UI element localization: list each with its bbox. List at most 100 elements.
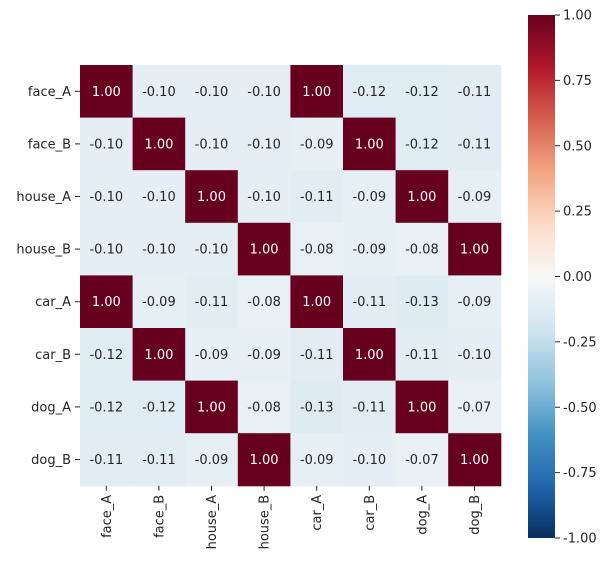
- cell-value-label: -0.10: [458, 348, 492, 363]
- cell-value-label: -0.09: [195, 453, 229, 468]
- cell-value-label: -0.12: [352, 85, 386, 100]
- cell-value-label: -0.09: [300, 137, 334, 152]
- cell-value-label: -0.09: [247, 348, 281, 363]
- heatmap-cell: [80, 222, 134, 276]
- cell-value-label: -0.10: [142, 243, 176, 258]
- cell-value-label: -0.10: [247, 137, 281, 152]
- heatmap-cell: [290, 65, 344, 119]
- cell-value-label: -0.11: [89, 453, 123, 468]
- heatmap-cell: [343, 222, 397, 276]
- heatmap-cell: [448, 222, 502, 276]
- heatmap-cell: [185, 433, 239, 487]
- heatmap-cell: [448, 380, 502, 434]
- colorbar-tick-label: -0.75: [563, 466, 597, 481]
- heatmap-cell: [290, 170, 344, 224]
- heatmap-cell: [290, 380, 344, 434]
- heatmap-cell: [395, 328, 449, 382]
- cell-value-label: 1.00: [92, 295, 121, 310]
- colorbar-tick-label: 0.25: [563, 205, 592, 220]
- heatmap-cell: [395, 222, 449, 276]
- heatmap-cell: [343, 275, 397, 329]
- y-tick-label: house_A: [16, 190, 71, 205]
- heatmap-cell: [132, 117, 186, 171]
- cell-value-label: 1.00: [302, 85, 331, 100]
- x-tick-label: car_A: [310, 495, 325, 531]
- colorbar-tick-label: -0.25: [563, 335, 597, 350]
- x-tick-label: car_B: [363, 495, 378, 531]
- cell-value-label: -0.08: [300, 243, 334, 258]
- heatmap-cell: [185, 328, 239, 382]
- heatmap-cell: [185, 117, 239, 171]
- cell-value-label: -0.08: [247, 295, 281, 310]
- x-tick-label: face_A: [100, 495, 115, 538]
- cell-value-label: 1.00: [302, 295, 331, 310]
- cell-value-label: -0.08: [405, 243, 439, 258]
- heatmap-cell: [343, 433, 397, 487]
- cell-value-label: -0.10: [352, 453, 386, 468]
- heatmap-cell: [132, 328, 186, 382]
- heatmap-cell: [237, 170, 291, 224]
- heatmap-cell: [80, 65, 134, 119]
- heatmap-cell: [343, 328, 397, 382]
- cell-value-label: -0.12: [405, 137, 439, 152]
- colorbar-tick-label: 0.75: [563, 74, 592, 89]
- cell-value-label: -0.10: [195, 137, 229, 152]
- heatmap-cell: [448, 117, 502, 171]
- heatmap-cell: [290, 222, 344, 276]
- heatmap-cell: [290, 275, 344, 329]
- heatmap-cell: [80, 380, 134, 434]
- cell-value-label: -0.10: [142, 190, 176, 205]
- cell-value-label: -0.13: [405, 295, 439, 310]
- heatmap-cell: [237, 65, 291, 119]
- heatmap-cell: [80, 117, 134, 171]
- heatmap-cell: [185, 170, 239, 224]
- heatmap-cell: [395, 170, 449, 224]
- cell-value-label: -0.12: [142, 400, 176, 415]
- cell-value-label: -0.07: [405, 453, 439, 468]
- heatmap-cell: [448, 275, 502, 329]
- y-tick-label: dog_A: [31, 400, 71, 415]
- cell-value-label: -0.10: [89, 190, 123, 205]
- cell-value-label: 1.00: [250, 243, 279, 258]
- heatmap-cell: [290, 433, 344, 487]
- heatmap-cell: [237, 433, 291, 487]
- heatmap-cell: [448, 328, 502, 382]
- cell-value-label: -0.12: [89, 400, 123, 415]
- cell-value-label: -0.09: [142, 295, 176, 310]
- cell-value-label: -0.11: [352, 400, 386, 415]
- heatmap-cell: [80, 170, 134, 224]
- colorbar-gradient: [528, 15, 555, 538]
- x-tick-label: face_B: [152, 495, 167, 538]
- heatmap-cell: [395, 275, 449, 329]
- heatmap-cell: [395, 433, 449, 487]
- row-labels: face_A face_B house_A house_B car_A car_B dog_…: [16, 85, 80, 468]
- cell-value-label: -0.10: [247, 85, 281, 100]
- cell-value-label: 1.00: [144, 348, 173, 363]
- cell-value-label: -0.09: [458, 295, 492, 310]
- cell-value-label: -0.09: [352, 243, 386, 258]
- heatmap-cell: [343, 117, 397, 171]
- heatmap-cell: [132, 275, 186, 329]
- heatmap-cell: [237, 275, 291, 329]
- cell-value-label: -0.10: [89, 243, 123, 258]
- heatmap-cell: [448, 433, 502, 487]
- heatmap-cell: [290, 117, 344, 171]
- cell-value-label: 1.00: [250, 453, 279, 468]
- colorbar-tick-label: 1.00: [563, 9, 592, 24]
- colorbar: 1.00 0.75 0.50 0.25 0.00 -0.25 -0.50 -0.75 -1.00: [528, 9, 597, 547]
- cell-value-label: -0.11: [300, 190, 334, 205]
- cell-value-label: -0.10: [142, 85, 176, 100]
- heatmap-cell: [132, 380, 186, 434]
- cell-value-label: -0.11: [458, 85, 492, 100]
- heatmap-cell: [185, 275, 239, 329]
- cell-value-label: 1.00: [460, 243, 489, 258]
- heatmap-cell: [237, 222, 291, 276]
- cell-value-label: -0.07: [458, 400, 492, 415]
- heatmap-cell: [343, 65, 397, 119]
- cell-value-label: -0.11: [300, 348, 334, 363]
- heatmap-cell: [343, 380, 397, 434]
- x-tick-label: house_B: [258, 495, 273, 550]
- heatmap-cell: [185, 65, 239, 119]
- cell-value-label: -0.10: [247, 190, 281, 205]
